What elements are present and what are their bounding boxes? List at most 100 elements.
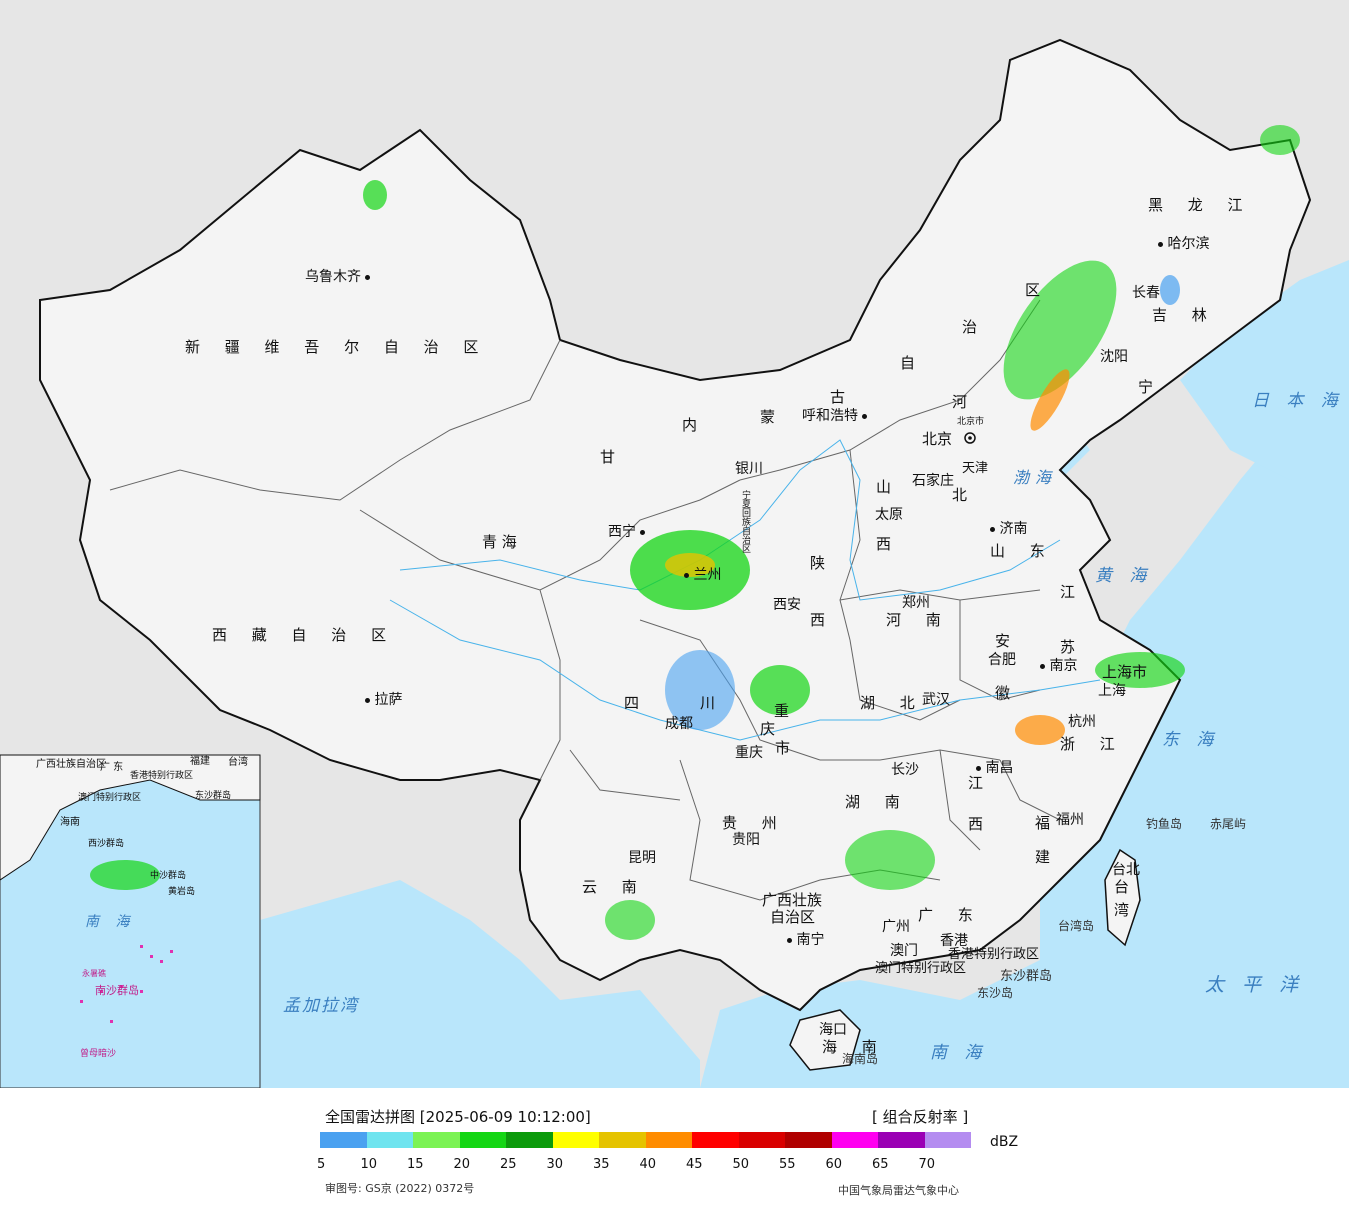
sea-of-japan [1180, 260, 1349, 480]
legend-swatch [645, 1132, 692, 1148]
legend-swatch [878, 1132, 925, 1148]
label-anhui-1: 安 [995, 632, 1011, 650]
label-chongqing-3: 市 [775, 739, 791, 757]
label-anhui-2: 徽 [995, 684, 1011, 702]
city-nanning: 南宁 [787, 933, 824, 947]
city-lanzhou: 兰州 [684, 568, 721, 582]
label-neimenggu-1: 内 [682, 416, 698, 434]
label-jiangxi-1: 江 [968, 774, 984, 792]
label-shanxi-2: 西 [876, 535, 892, 553]
beijing-marker [964, 432, 976, 444]
nansha-islands [80, 945, 173, 1023]
city-hefei: 合肥 [988, 652, 1016, 668]
city-shanghai: 上海 [1098, 683, 1126, 699]
inset-label-guangxi: 广西壮族自治区 [36, 759, 106, 770]
legend-swatch [459, 1132, 506, 1148]
legend-swatch [506, 1132, 553, 1148]
city-zhengzhou: 郑州 [902, 595, 930, 611]
inset-label-zengmu: 曾母暗沙 [80, 1049, 117, 1059]
legend-tick: 40 [639, 1157, 657, 1172]
sea-bengal: 孟加拉湾 [283, 996, 359, 1016]
label-shandong: 山 东 [990, 542, 1055, 560]
label-neimenggu-6: 区 [1025, 281, 1041, 299]
label-macao-sar: 澳门特别行政区 [875, 961, 967, 976]
rivers [389, 439, 1101, 741]
label-guangxi-2: 自治区 [770, 908, 816, 926]
inset-label-fujian: 福建 [190, 756, 210, 767]
label-xizang: 西 藏 自 治 区 [212, 626, 397, 644]
city-lhasa: 拉萨 [365, 693, 402, 707]
city-beijing: 北京 [922, 430, 953, 448]
label-neimenggu-5: 治 [962, 318, 978, 336]
label-diaoyu: 钓鱼岛 [1146, 817, 1183, 831]
label-chongqing-1: 重 [774, 702, 790, 720]
city-kunming: 昆明 [628, 850, 656, 866]
province-borders [109, 299, 1061, 901]
city-xian: 西安 [773, 597, 801, 613]
legend-tick: 45 [686, 1157, 703, 1172]
city-hangzhou: 杭州 [1068, 714, 1096, 730]
inset-label-yongshu: 永暑礁 [82, 969, 106, 978]
legend-swatch [692, 1132, 739, 1148]
label-hainan-island: 海南岛 [842, 1052, 879, 1066]
city-yinchuan: 银川 [735, 461, 763, 477]
city-changchun: 长春 [1132, 285, 1160, 301]
city-macau: 澳门 [890, 943, 918, 959]
label-hainan: 海 南 [822, 1038, 887, 1056]
label-hebei-2: 北 [952, 486, 968, 504]
taiwan-island [1104, 848, 1141, 947]
label-sichuan-2: 川 [700, 694, 716, 712]
legend-swatch [599, 1132, 646, 1148]
legend-swatch [738, 1132, 785, 1148]
city-haikou: 海口 [819, 1022, 847, 1038]
radar-map[interactable]: 新 疆 维 吾 尔 自 治 区 西 藏 自 治 区 青 海 甘 内 蒙 古 自 … [0, 0, 1349, 1088]
label-shaanxi-2: 西 [810, 611, 826, 629]
city-xining: 西宁 [608, 525, 646, 539]
legend-swatch [785, 1132, 832, 1148]
label-guangxi-1: 广西壮族 [762, 891, 823, 909]
label-jilin: 吉 林 [1152, 306, 1217, 324]
legend-tick: 30 [546, 1157, 564, 1172]
legend-swatch [552, 1132, 599, 1148]
hainan-island [789, 1009, 861, 1071]
label-jiangsu-2: 苏 [1060, 638, 1076, 656]
city-guiyang: 贵阳 [732, 832, 760, 848]
legend-tick: 5 [317, 1157, 326, 1172]
label-hubei: 湖 北 [860, 694, 925, 712]
sea-bohai: 渤海 [1013, 468, 1058, 487]
city-chengdu: 成都 [665, 716, 693, 732]
label-hk-sar: 香港特别行政区 [948, 947, 1040, 962]
inset-label-zhongsha: 中沙群岛 [150, 871, 187, 881]
label-jiangxi-2: 西 [968, 815, 984, 833]
label-yunnan: 云 南 [582, 878, 647, 896]
label-taiwan-island: 台湾岛 [1058, 919, 1095, 933]
city-shijiazhuang: 石家庄 [912, 473, 954, 489]
city-fuzhou: 福州 [1056, 812, 1084, 828]
label-dongsha-island: 东沙岛 [977, 986, 1014, 1000]
city-nanjing: 南京 [1040, 659, 1077, 673]
label-heilongjiang: 黑 龙 江 [1148, 196, 1253, 214]
label-chiwei: 赤尾屿 [1210, 817, 1247, 831]
city-wuhan: 武汉 [922, 692, 950, 708]
inset-sea-nanhai: 南 海 [85, 914, 136, 930]
inset-label-huangyan: 黄岩岛 [168, 887, 196, 897]
legend-tick: 70 [918, 1157, 936, 1172]
city-hongkong: 香港 [940, 933, 968, 949]
label-guangdong: 广 东 [918, 906, 983, 924]
city-taibei: 台北 [1112, 862, 1140, 878]
sea-nanhai: 南 海 [930, 1043, 988, 1063]
label-gansu: 甘 [600, 448, 616, 466]
label-ningxia: 宁夏回族自治区 [740, 490, 750, 553]
label-sichuan-1: 四 [624, 694, 640, 712]
label-hunan: 湖 南 [845, 793, 910, 811]
inset-label-macao: 澳门特别行政区 [78, 793, 142, 803]
city-guangzhou: 广州 [882, 919, 910, 935]
legend-swatch [366, 1132, 413, 1148]
bay-of-bengal [260, 880, 700, 1088]
label-shaanxi-1: 陕 [810, 554, 826, 572]
label-chongqing-2: 庆 [760, 720, 776, 738]
legend-tick: 50 [732, 1157, 750, 1172]
city-hohhot: 呼和浩特 [802, 409, 868, 423]
label-fujian-2: 建 [1035, 848, 1051, 866]
legend-tick: 10 [360, 1157, 378, 1172]
